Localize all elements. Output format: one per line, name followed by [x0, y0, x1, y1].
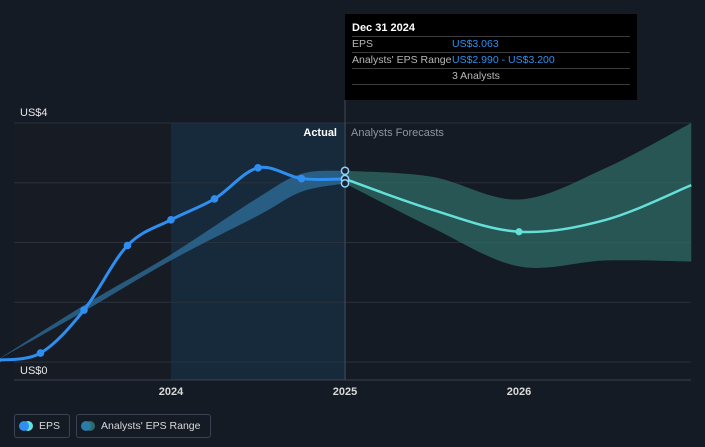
tooltip-label-range: Analysts' EPS Range [352, 54, 452, 66]
tooltip-row-eps: EPS US$3.063 [352, 37, 630, 53]
legend-swatch-eps [19, 421, 33, 431]
tooltip-markers [340, 166, 350, 188]
eps-point [297, 174, 306, 183]
eps-point [36, 349, 45, 357]
x-axis-ticks: 2024 2025 2026 [159, 386, 531, 398]
tooltip-label-eps: EPS [352, 38, 374, 50]
tooltip-value-analysts: 3 Analysts [452, 70, 500, 82]
tooltip-label-analysts [352, 69, 452, 84]
series-markers [0, 164, 523, 363]
tooltip-point [340, 166, 350, 176]
tooltip-row-analysts: 3 Analysts [352, 69, 630, 85]
eps-point [80, 306, 88, 314]
legend: EPS Analysts' EPS Range [14, 414, 211, 438]
forecast-point [515, 228, 523, 236]
early-history-region [14, 123, 171, 380]
legend-item-range[interactable]: Analysts' EPS Range [76, 414, 211, 438]
eps-point [254, 164, 262, 172]
legend-item-eps[interactable]: EPS [14, 414, 71, 438]
x-tick-label: 2024 [159, 386, 184, 398]
tooltip-row-range: Analysts' EPS Range US$2.990 - US$3.200 [352, 53, 630, 69]
eps-point [123, 241, 132, 250]
y-tick-label-top: US$4 [20, 107, 48, 119]
x-tick-label: 2026 [507, 386, 531, 398]
tooltip-date: Dec 31 2024 [352, 20, 630, 37]
legend-swatch-range [81, 421, 96, 431]
analyst-range-band [345, 123, 692, 268]
eps-point [0, 357, 1, 363]
forecast-label: Analysts Forecasts [351, 127, 444, 139]
tooltip-point [340, 178, 350, 188]
eps-point [210, 195, 219, 203]
past-highlight-region [171, 123, 346, 380]
x-tick-label: 2025 [333, 386, 357, 398]
legend-label-eps: EPS [39, 420, 61, 432]
y-tick-label-bottom: US$0 [20, 365, 48, 377]
analyst-range-area [345, 123, 692, 268]
tooltip-value-eps: US$3.063 [452, 38, 499, 50]
eps-point [167, 215, 175, 224]
tooltip-value-range: US$2.990 - US$3.200 [452, 54, 555, 66]
actual-label: Actual [303, 127, 337, 139]
tooltip: Dec 31 2024 EPS US$3.063 Analysts' EPS R… [345, 14, 637, 100]
legend-label-range: Analysts' EPS Range [101, 420, 201, 432]
